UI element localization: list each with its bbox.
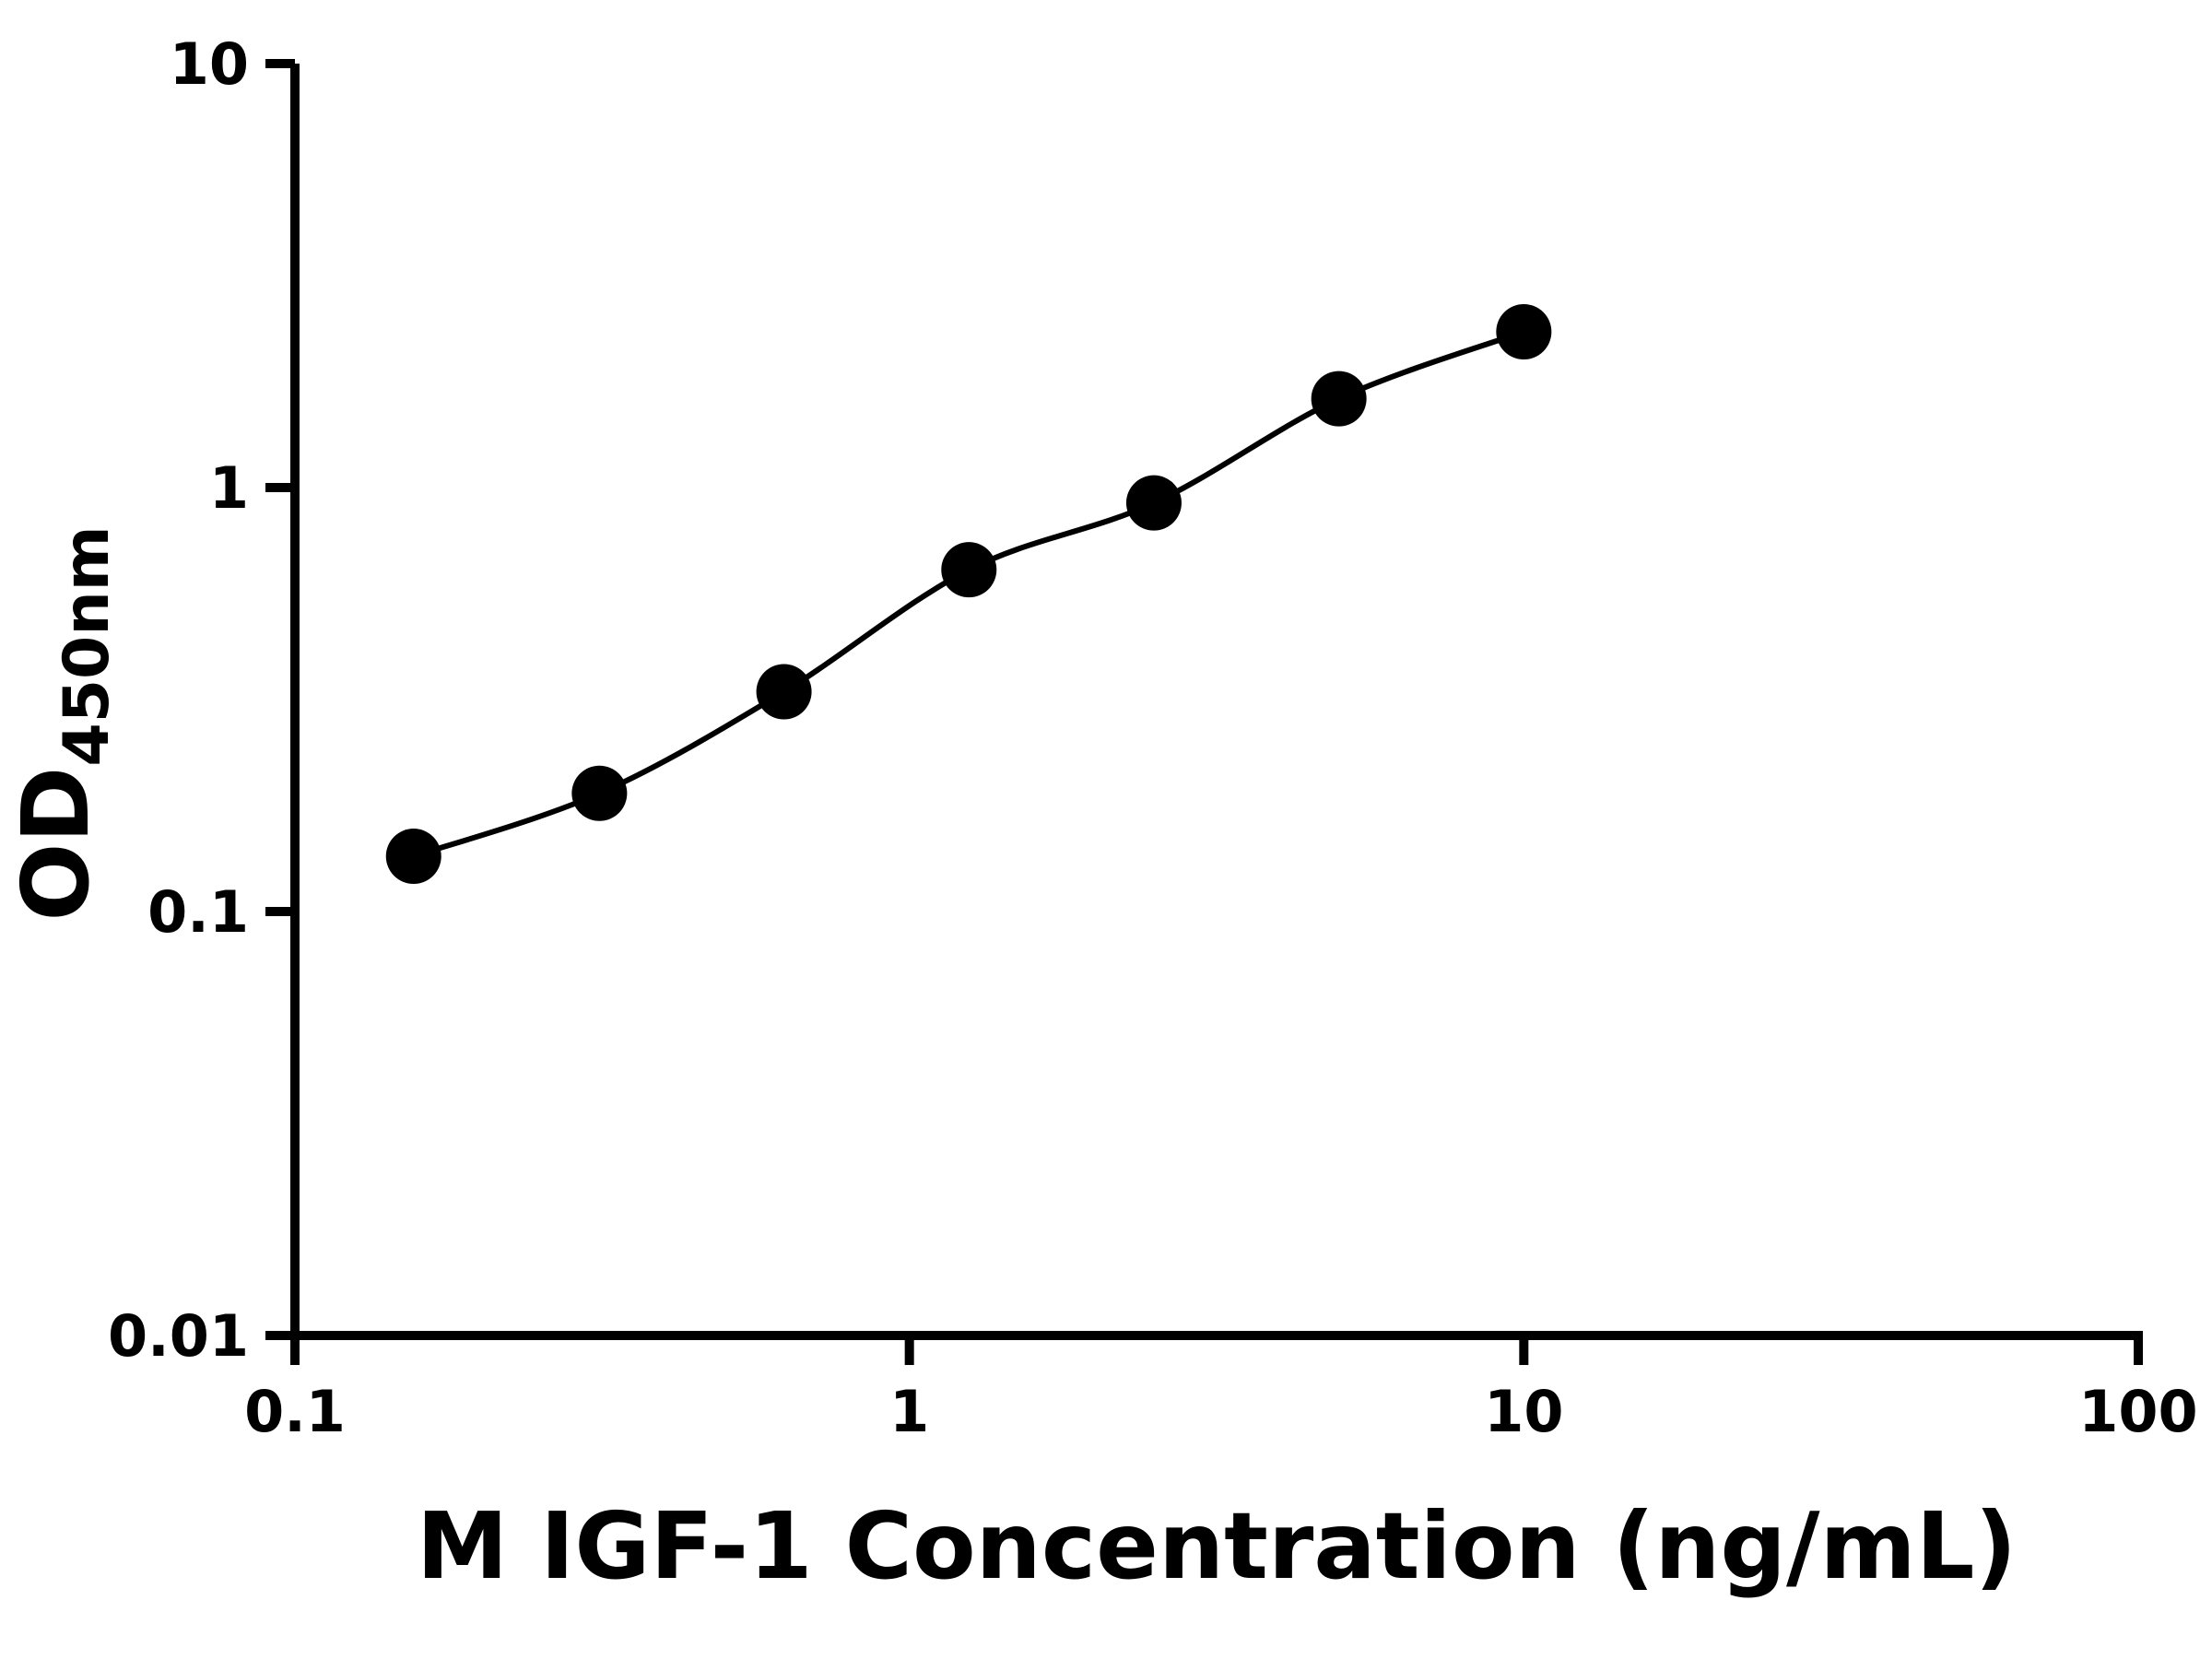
data-point-marker bbox=[941, 542, 997, 598]
y-axis-tick-label: 0.1 bbox=[147, 878, 249, 946]
y-axis-tick-label: 1 bbox=[209, 454, 249, 522]
y-axis-title-subscript: 450nm bbox=[51, 525, 124, 766]
data-point-marker bbox=[571, 765, 628, 821]
y-axis-title-main: OD bbox=[2, 767, 110, 922]
y-axis-tick-label: 0.01 bbox=[108, 1302, 249, 1370]
y-axis-tick-label: 10 bbox=[170, 30, 249, 98]
x-axis-tick-label: 0.1 bbox=[244, 1378, 346, 1445]
data-point-marker bbox=[385, 829, 441, 885]
data-point-marker bbox=[1496, 304, 1552, 360]
x-axis-tick-label: 10 bbox=[1484, 1378, 1563, 1445]
x-axis-title: M IGF-1 Concentration (ng/mL) bbox=[417, 1492, 2017, 1600]
data-point-marker bbox=[1311, 371, 1367, 427]
data-point-marker bbox=[756, 664, 812, 720]
data-point-marker bbox=[1125, 475, 1182, 531]
x-axis-tick-label: 1 bbox=[889, 1378, 929, 1445]
y-axis-title: OD450nm bbox=[2, 525, 124, 921]
x-axis-tick-label: 100 bbox=[2078, 1378, 2197, 1445]
